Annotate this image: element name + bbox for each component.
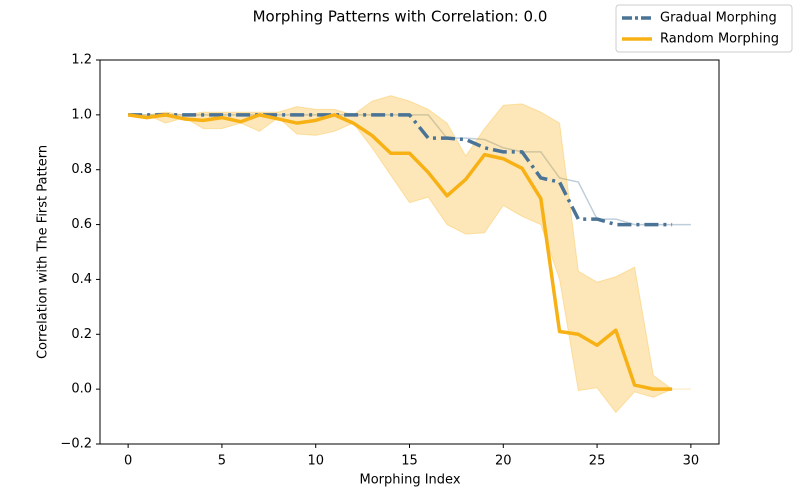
x-tick-label: 0 bbox=[124, 454, 132, 469]
chart-title: Morphing Patterns with Correlation: 0.0 bbox=[253, 8, 548, 26]
series-line bbox=[128, 113, 673, 227]
y-tick-label: 0.4 bbox=[71, 272, 92, 287]
y-tick-label: 1.2 bbox=[71, 53, 92, 68]
y-tick-label: 0.8 bbox=[71, 162, 92, 177]
y-tick-label: 1.0 bbox=[71, 107, 92, 122]
x-tick-label: 10 bbox=[307, 454, 324, 469]
y-axis-label: Correlation with The First Pattern bbox=[36, 145, 51, 359]
x-tick-label: 5 bbox=[218, 454, 226, 469]
x-tick-label: 25 bbox=[589, 454, 606, 469]
legend bbox=[615, 4, 793, 53]
y-tick-label: 0.0 bbox=[71, 382, 92, 397]
y-tick-label: 0.6 bbox=[71, 217, 92, 232]
series-line bbox=[127, 113, 673, 391]
legend-label: Random Morphing bbox=[660, 32, 779, 47]
band bbox=[128, 95, 691, 414]
x-tick-label: 30 bbox=[683, 454, 700, 469]
y-tick-label: 0.2 bbox=[71, 327, 92, 342]
x-tick-label: 15 bbox=[401, 454, 418, 469]
x-tick-label: 20 bbox=[495, 454, 512, 469]
y-tick-label: −0.2 bbox=[60, 437, 92, 452]
legend-label: Gradual Morphing bbox=[660, 11, 777, 26]
x-axis-label: Morphing Index bbox=[359, 473, 460, 488]
